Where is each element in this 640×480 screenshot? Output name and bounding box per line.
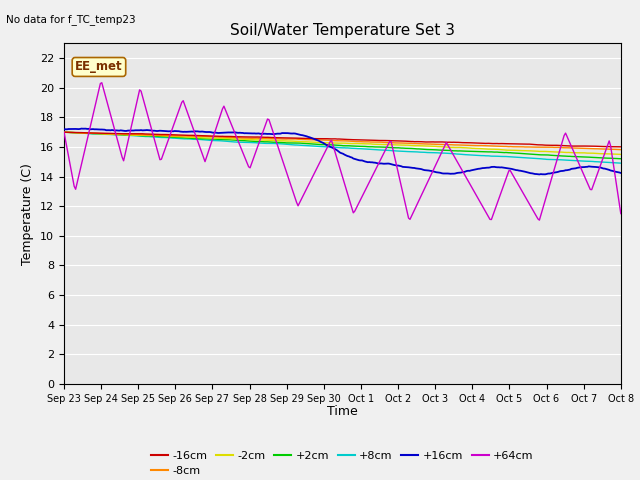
Line: +16cm: +16cm: [64, 129, 621, 174]
-16cm: [457, 140, 465, 145]
Line: -8cm: -8cm: [64, 132, 621, 150]
-8cm: [79, 130, 87, 136]
+64cm: [536, 217, 543, 223]
-2cm: [79, 130, 87, 136]
Line: -16cm: -16cm: [64, 132, 621, 147]
+64cm: [458, 168, 466, 174]
Line: +8cm: +8cm: [64, 132, 621, 163]
+16cm: [536, 171, 543, 177]
+8cm: [346, 145, 354, 151]
-8cm: [540, 144, 548, 150]
+2cm: [612, 156, 620, 161]
+8cm: [457, 151, 465, 157]
+8cm: [612, 160, 620, 166]
+2cm: [540, 152, 548, 158]
+2cm: [457, 148, 465, 154]
Line: +64cm: +64cm: [64, 83, 621, 220]
Legend: -16cm, -8cm, -2cm, +2cm, +8cm, +16cm, +64cm: -16cm, -8cm, -2cm, +2cm, +8cm, +16cm, +6…: [147, 446, 538, 480]
+8cm: [97, 131, 104, 137]
Line: +2cm: +2cm: [64, 132, 621, 159]
+2cm: [346, 143, 354, 149]
Text: EE_met: EE_met: [75, 60, 123, 73]
Title: Soil/Water Temperature Set 3: Soil/Water Temperature Set 3: [230, 23, 455, 38]
+8cm: [60, 129, 68, 135]
+64cm: [616, 201, 623, 207]
+16cm: [77, 126, 85, 132]
-2cm: [540, 148, 548, 154]
+64cm: [79, 156, 87, 161]
-8cm: [617, 147, 625, 153]
Line: -2cm: -2cm: [64, 132, 621, 155]
Text: No data for f_TC_temp23: No data for f_TC_temp23: [6, 14, 136, 25]
-16cm: [617, 144, 625, 150]
+8cm: [79, 130, 87, 136]
+8cm: [540, 156, 548, 162]
X-axis label: Time: Time: [327, 405, 358, 418]
+16cm: [81, 126, 88, 132]
-8cm: [612, 146, 620, 152]
+64cm: [98, 80, 106, 85]
+64cm: [348, 205, 356, 211]
Y-axis label: Temperature (C): Temperature (C): [22, 163, 35, 264]
+16cm: [348, 155, 356, 160]
+16cm: [60, 127, 68, 132]
-8cm: [97, 131, 104, 136]
+16cm: [458, 169, 466, 175]
-16cm: [346, 137, 354, 143]
+2cm: [79, 130, 87, 136]
+16cm: [616, 169, 623, 175]
+64cm: [97, 81, 104, 86]
-2cm: [612, 151, 620, 157]
-8cm: [457, 142, 465, 148]
-8cm: [60, 130, 68, 135]
+2cm: [60, 129, 68, 135]
-2cm: [97, 131, 104, 137]
-16cm: [540, 142, 548, 148]
-2cm: [457, 144, 465, 150]
+2cm: [97, 131, 104, 136]
+16cm: [98, 127, 106, 132]
-2cm: [346, 141, 354, 146]
+64cm: [617, 211, 625, 216]
-16cm: [79, 130, 87, 135]
+16cm: [543, 171, 550, 177]
-16cm: [60, 129, 68, 135]
-8cm: [346, 138, 354, 144]
-16cm: [97, 130, 104, 136]
-2cm: [617, 152, 625, 157]
+2cm: [617, 156, 625, 162]
-16cm: [612, 144, 620, 150]
-16cm: [616, 144, 623, 150]
+64cm: [60, 129, 68, 135]
-2cm: [60, 129, 68, 135]
+64cm: [543, 192, 550, 198]
+16cm: [617, 170, 625, 176]
+8cm: [617, 160, 625, 166]
